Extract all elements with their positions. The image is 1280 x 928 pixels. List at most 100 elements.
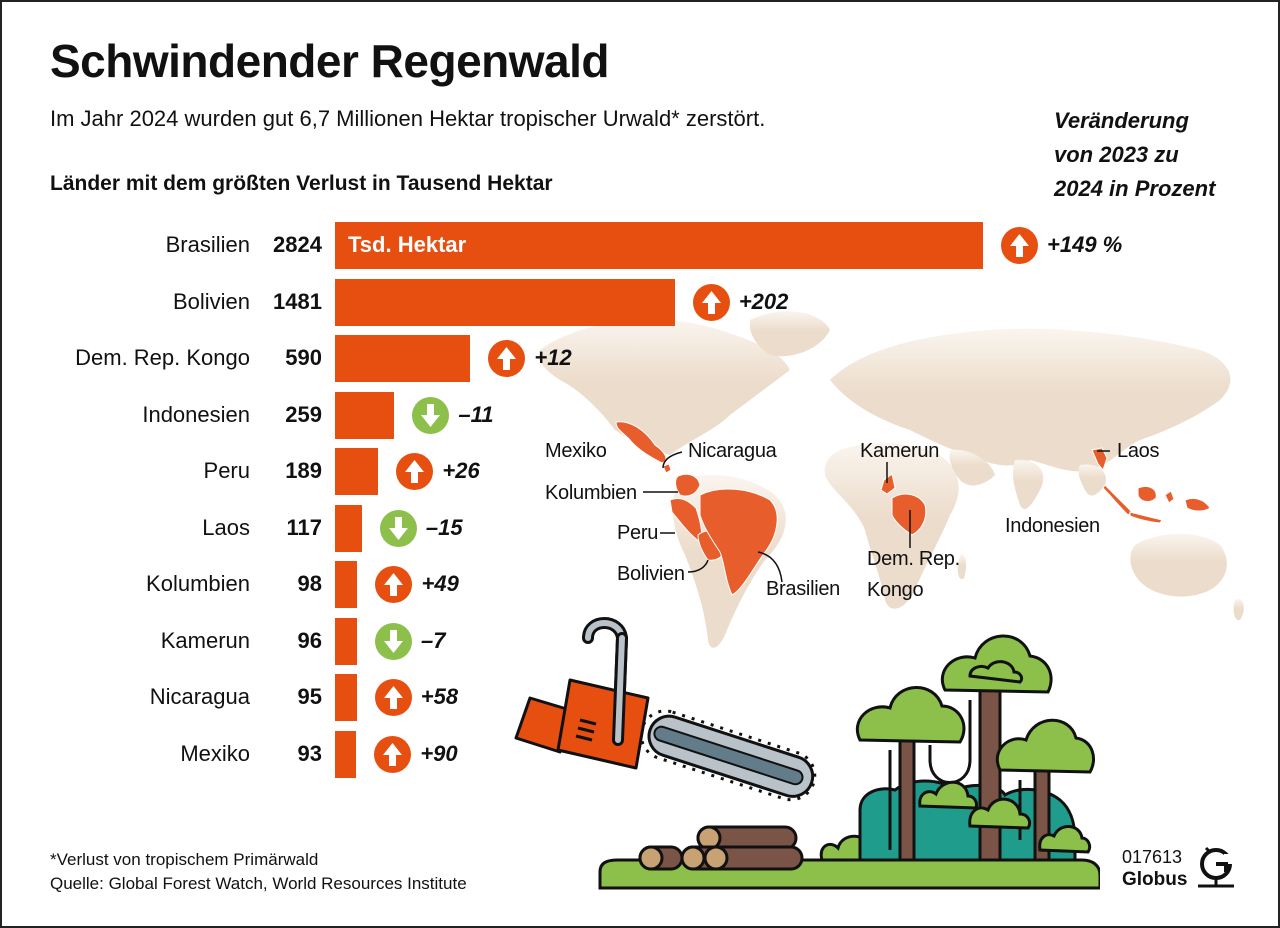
bar-row: Bolivien 1481 +202 (0, 278, 1280, 327)
loss-bar (335, 222, 983, 269)
loss-bar (335, 448, 379, 495)
country-name: Indonesien (142, 401, 250, 427)
arrow-up-icon (396, 453, 434, 490)
graphic-credit: 017613 Globus (1122, 846, 1187, 891)
country-mexiko (615, 421, 667, 464)
country-name: Laos (202, 514, 250, 540)
change-value: +149 % (1047, 232, 1123, 257)
change-heading-line: von 2023 zu (1054, 142, 1179, 167)
arrow-up-icon (374, 735, 412, 773)
map-label-kongo-2: Kongo (867, 579, 924, 601)
country-name: Dem. Rep. Kongo (75, 345, 250, 370)
loss-bar (335, 391, 395, 439)
country-kamerun (880, 473, 896, 495)
arrow-up-icon (1001, 227, 1038, 264)
map-label-bolivien: Bolivien (617, 563, 685, 585)
axis-heading: Länder mit dem größten Verlust in Tausen… (50, 172, 553, 195)
map-leader-lines (643, 450, 1110, 583)
bar-row: Dem. Rep. Kongo 590 +12 (0, 335, 1280, 383)
arrow-down-icon (379, 509, 417, 547)
bar-row: Kolumbien 98 +49 (0, 561, 1280, 609)
change-value: +202 (738, 288, 789, 314)
arrow-up-icon (374, 679, 412, 716)
loss-value: 590 (285, 345, 322, 370)
country-kongo (891, 493, 927, 536)
arrow-down-icon (412, 396, 450, 434)
arrow-down-icon (375, 622, 413, 660)
country-laos (1091, 447, 1108, 472)
country-name: Kolumbien (146, 571, 250, 596)
country-name: Brasilien (165, 232, 250, 257)
map-label-kolumbien: Kolumbien (545, 482, 637, 504)
map-label-nicaragua: Nicaragua (688, 440, 777, 462)
loss-bar (335, 561, 358, 608)
loss-value: 117 (286, 514, 323, 540)
chart-title: Schwindender Regenwald (50, 35, 610, 87)
loss-value: 96 (297, 627, 322, 653)
loss-value: 1481 (273, 288, 322, 314)
graphic-id: 017613 (1122, 847, 1183, 867)
country-brasilien (699, 488, 778, 596)
source-note: Quelle: Global Forest Watch, World Resou… (50, 874, 467, 893)
bar-row: Mexiko 93 +90 (0, 730, 1280, 779)
loss-bar (335, 504, 362, 552)
loss-bar (335, 617, 358, 665)
chart-subtitle: Im Jahr 2024 wurden gut 6,7 Millionen He… (50, 106, 766, 131)
loss-value: 98 (297, 571, 322, 596)
change-value: –7 (421, 627, 446, 653)
globus-logo-icon (1198, 846, 1234, 888)
map-label-brasilien: Brasilien (766, 578, 840, 600)
change-value: –15 (425, 514, 463, 540)
footer-notes: *Verlust von tropischem Primärwald Quell… (50, 848, 467, 896)
chainsaw-forest-illustration (514, 617, 1100, 890)
map-label-mexiko: Mexiko (545, 440, 607, 462)
bar-row: Brasilien 2824 Tsd. Hektar +149 % (0, 222, 1280, 270)
logs-icon (638, 825, 804, 871)
country-name: Peru (203, 458, 250, 483)
bar-row: Peru 189 +26 (0, 448, 1280, 496)
change-heading-line: Veränderung (1054, 108, 1189, 133)
world-map (538, 311, 1244, 648)
arrow-up-icon (692, 283, 730, 321)
country-name: Mexiko (180, 740, 250, 766)
country-name: Kamerun (160, 627, 250, 653)
brand-name: Globus (1122, 869, 1188, 890)
map-label-kongo-1: Dem. Rep. (867, 548, 960, 570)
loss-bar (335, 278, 675, 326)
chainsaw-icon (639, 709, 817, 802)
country-peru (669, 497, 703, 543)
country-nicaragua (662, 463, 672, 474)
loss-value: 93 (297, 740, 322, 766)
country-name: Nicaragua (149, 684, 250, 709)
bar-unit-label: Tsd. Hektar (348, 232, 467, 257)
map-label-peru: Peru (617, 522, 659, 544)
change-value: +49 (421, 571, 459, 596)
loss-value: 2824 (273, 232, 322, 257)
map-label-kamerun: Kamerun (860, 440, 940, 462)
change-heading: Veränderung von 2023 zu 2024 in Prozent (1054, 104, 1215, 206)
map-label-laos: Laos (1117, 440, 1160, 462)
footnote: *Verlust von tropischem Primärwald (50, 850, 319, 869)
loss-bar (335, 730, 357, 778)
change-value: +26 (442, 458, 480, 483)
bar-row: Kamerun 96 –7 (0, 617, 1280, 666)
change-heading-line: 2024 in Prozent (1054, 176, 1216, 201)
country-name: Bolivien (172, 288, 250, 314)
highlighted-countries (615, 421, 1211, 596)
tree-canopies (855, 634, 1095, 854)
loss-value: 95 (297, 684, 322, 709)
change-value: –11 (458, 401, 494, 427)
loss-value: 259 (285, 401, 322, 427)
arrow-up-icon (375, 566, 413, 603)
chainsaw-body (514, 617, 650, 770)
country-indonesien (1102, 484, 1133, 516)
map-label-indonesien: Indonesien (1005, 515, 1100, 537)
country-kolumbien (675, 473, 701, 497)
arrow-up-icon (488, 340, 526, 377)
loss-value: 189 (285, 458, 322, 483)
bar-row: Nicaragua 95 +58 (0, 674, 1280, 722)
change-value: +58 (420, 684, 459, 709)
bar-row: Indonesien 259 –11 (0, 391, 1280, 440)
change-value: +90 (420, 740, 458, 766)
